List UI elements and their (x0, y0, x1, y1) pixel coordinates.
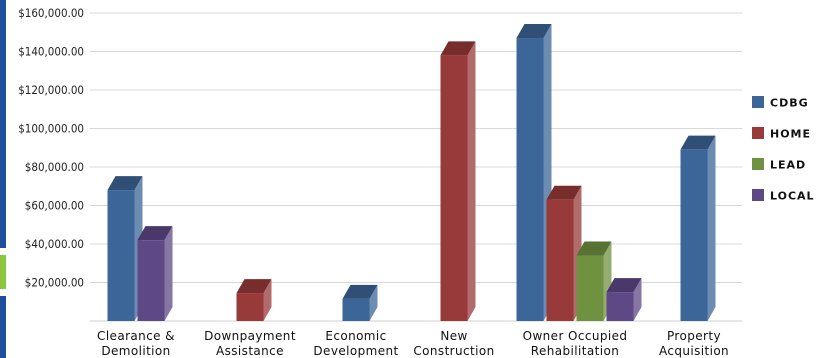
bar-top (516, 24, 552, 39)
y-tick-label: $40,000.00 (25, 237, 84, 251)
y-tick-label: $160,000.00 (18, 6, 84, 20)
x-category-label: Property Acquisition (659, 329, 729, 358)
x-category-label: Clearance & Demolition (97, 329, 175, 358)
x-category-label-line: Property (667, 329, 721, 343)
x-category-label-line: New (440, 329, 467, 343)
bar-cdbg (107, 176, 143, 321)
bar-top (107, 176, 143, 191)
bar-front (342, 298, 370, 321)
legend-item-home: HOME (752, 127, 811, 141)
x-category-label-line: Demolition (101, 344, 170, 358)
x-category-label-line: Economic (325, 329, 386, 343)
legend-label: HOME (770, 128, 811, 141)
bar-front (236, 293, 264, 321)
left-edge-blue-strip-bottom (0, 296, 6, 358)
bar-front (680, 149, 708, 321)
x-axis-categories: Clearance & Demolition Downpayment Assistan… (97, 329, 729, 358)
bar-home (440, 41, 476, 321)
bar-front (576, 255, 604, 321)
x-category-label-line: Clearance & (97, 329, 175, 343)
bar-front (137, 240, 165, 321)
y-tick-label: $120,000.00 (18, 83, 84, 97)
legend-swatch (752, 127, 764, 139)
bar-side (707, 135, 716, 321)
bar-cdbg (516, 24, 552, 322)
bar-top (137, 226, 173, 241)
legend-swatch (752, 96, 764, 108)
x-category-label-line: Downpayment (204, 329, 296, 343)
bar-top (546, 185, 582, 200)
gridlines (90, 12, 742, 322)
left-edge-blue-strip (0, 0, 6, 248)
x-category-label-line: Owner Occupied (523, 329, 628, 343)
y-tick-label: $20,000.00 (25, 276, 84, 290)
bar-side (263, 279, 272, 321)
bar-home (236, 279, 272, 321)
x-category-label-line: Development (313, 344, 398, 358)
legend: CDBG HOME LEAD LOCAL (752, 96, 815, 203)
legend-label: LEAD (770, 159, 806, 172)
legend-item-cdbg: CDBG (752, 96, 809, 110)
bar-top (680, 135, 716, 150)
y-tick-label: $140,000.00 (18, 45, 84, 59)
x-category-label-line: Acquisition (659, 344, 729, 358)
x-category-label: Downpayment Assistance (204, 329, 296, 358)
bar-front (546, 199, 574, 321)
bar-top (606, 278, 642, 293)
legend-swatch (752, 158, 764, 170)
bar-top (236, 279, 272, 294)
x-category-label: New Construction (413, 329, 494, 358)
y-axis-ticks: $20,000.00 $40,000.00 $60,000.00 $80,000.00… (18, 6, 84, 290)
bar-local (606, 278, 642, 321)
bar-side (164, 226, 173, 321)
bar-side (369, 284, 378, 321)
legend-item-local: LOCAL (752, 189, 815, 203)
legend-swatch (752, 189, 764, 201)
bar-front (440, 55, 468, 321)
legend-label: LOCAL (770, 190, 815, 203)
bar-front (516, 38, 544, 322)
legend-item-lead: LEAD (752, 158, 806, 172)
left-edge-green-strip (0, 255, 6, 289)
bars (107, 24, 716, 322)
bar-lead (576, 241, 612, 321)
x-category-label: Owner Occupied Rehabilitation (523, 329, 628, 358)
x-category-label-line: Construction (413, 344, 494, 358)
bar-front (606, 292, 634, 321)
bar-side (633, 278, 642, 321)
bar-top (576, 241, 612, 256)
y-tick-label: $60,000.00 (25, 199, 84, 213)
legend-label: CDBG (770, 97, 809, 110)
bar-side (467, 41, 476, 321)
y-tick-label: $80,000.00 (25, 160, 84, 174)
bar-cdbg (342, 284, 378, 321)
bar-home (546, 185, 582, 321)
bar-local (137, 226, 173, 321)
y-tick-label: $100,000.00 (18, 122, 84, 136)
bar-top (342, 284, 378, 299)
x-category-label-line: Rehabilitation (531, 344, 619, 358)
x-category-label: Economic Development (313, 329, 398, 358)
bar-top (440, 41, 476, 56)
x-category-label-line: Assistance (216, 344, 284, 358)
bar-front (107, 190, 135, 321)
bar-cdbg (680, 135, 716, 321)
